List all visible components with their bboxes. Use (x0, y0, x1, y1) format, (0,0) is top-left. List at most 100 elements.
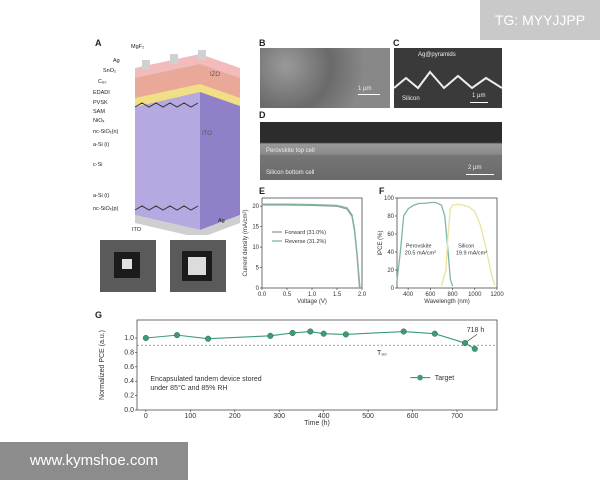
x-tick-label: 0 (144, 413, 148, 420)
x-tick-label: 700 (451, 413, 463, 420)
legend-label: Target (435, 375, 455, 382)
y-tick-label: 10 (252, 245, 259, 251)
series-line (145, 330, 476, 350)
ipce-chart: 400 600 800 1000 1200 0 20 40 60 80 100 Wavelength … (378, 196, 504, 305)
panel-f-letter: F (379, 186, 385, 196)
x-tick-label: 400 (403, 292, 414, 298)
series-line (440, 203, 496, 287)
legend-label: Forward (31.0%) (285, 230, 326, 236)
device-photo-front (100, 240, 156, 292)
data-point (205, 335, 212, 342)
tandem-stack-diagram: IZO ITO (134, 50, 240, 235)
data-point (320, 330, 327, 337)
y-tick-label: 40 (387, 250, 394, 256)
izo-label: IZO (210, 72, 220, 78)
y-tick-label: 20 (387, 268, 394, 274)
label-perovskite-top-cell: Perovskite top cell (266, 148, 315, 154)
annotation: 20.5 mA/cm² (405, 251, 436, 257)
x-tick-label: 0.0 (258, 292, 267, 298)
data-point (307, 328, 314, 335)
watermark-bottom: www.kymshoe.com (0, 442, 188, 480)
jv-curve-chart: 0.0 0.5 1.0 1.5 2.0 0 5 10 15 20 Voltage (V) Curren… (243, 197, 367, 305)
x-tick-label: 1.0 (308, 292, 317, 298)
panel-g-letter: G (95, 310, 103, 320)
y-tick-label: 0.8 (124, 349, 134, 356)
layer-label: NiOₓ (93, 118, 105, 124)
x-tick-label: 100 (184, 413, 196, 420)
panel-d-letter: D (259, 110, 266, 120)
data-point (142, 334, 149, 342)
data-point (289, 329, 296, 337)
y-tick-label: 0 (391, 286, 395, 292)
y-tick-label: 0.6 (124, 364, 134, 371)
plot-frame (136, 319, 498, 411)
layer-label: EDADI (93, 90, 110, 96)
ag-finger (198, 50, 206, 60)
y-tick-label: 0.2 (124, 393, 134, 400)
ito-mid-label: ITO (202, 131, 212, 137)
layer-label: SAM (93, 109, 105, 115)
y-tick-label: 1.0 (124, 335, 134, 342)
y-axis-label: Current density (mA/cm²) (243, 209, 249, 276)
layer-label: nc-SiOₓ(p) (93, 206, 119, 212)
annotation: Silicon (458, 244, 474, 250)
layer-label: Ag (113, 58, 120, 64)
layer-label: c-Si (93, 162, 103, 168)
x-axis-label: Wavelength (nm) (424, 299, 469, 305)
layer-label: C₆₀ (98, 79, 107, 85)
csi-side (200, 85, 240, 230)
y-tick-label: 5 (256, 266, 260, 272)
device-photo-back (170, 240, 226, 292)
izo-layer (135, 54, 240, 78)
plot-frame (396, 197, 498, 289)
x-tick-label: 600 (425, 292, 436, 298)
layer-label: MgF₂ (131, 44, 145, 50)
x-axis-label: Voltage (V) (297, 299, 327, 305)
y-axis-label: Normalized PCE (a.u.) (99, 330, 106, 400)
t90-label: T₉₀ (377, 350, 387, 357)
layer-label: PVSK (93, 100, 108, 106)
x-tick-label: 2.0 (358, 292, 367, 298)
x-tick-label: 800 (448, 292, 459, 298)
bottom-ag-layer (135, 215, 240, 235)
data-point (471, 345, 478, 352)
data-point (400, 328, 407, 335)
scale-label: 1 µm (358, 86, 372, 92)
x-tick-label: 1.5 (333, 292, 342, 298)
y-tick-label: 15 (252, 225, 259, 231)
annotation-arrow (466, 334, 478, 342)
label-silicon-bottom-cell: Silicon bottom cell (266, 170, 315, 176)
x-tick-label: 300 (273, 413, 285, 420)
y-tick-label: 0.4 (124, 378, 134, 385)
x-tick-label: 500 (362, 413, 374, 420)
ag-finger (142, 60, 150, 70)
layer-label: ITO (132, 227, 142, 233)
watermark-top: TG: MYYJJPP (480, 0, 600, 40)
layer-label: Ag (218, 218, 225, 224)
y-tick-label: 60 (387, 232, 394, 238)
note-line: under 85°C and 85% RH (150, 384, 227, 392)
sem-cross-section-c: Ag@pyramids Silicon 1 µm (394, 48, 502, 108)
y-tick-label: 0 (256, 286, 260, 292)
label-ag-pyramids: Ag@pyramids (418, 52, 456, 58)
layer-label: nc-SiOₓ(n) (93, 129, 119, 135)
x-tick-label: 0.5 (283, 292, 292, 298)
layer-label: a-Si (i) (93, 193, 110, 199)
data-point (431, 330, 438, 337)
series-line (262, 203, 361, 289)
label-silicon: Silicon (402, 96, 420, 102)
texture-line (134, 102, 199, 108)
scale-label: 1 µm (472, 93, 486, 99)
y-axis-label: IPCE (%) (378, 230, 384, 255)
annotation: 19.9 mA/cm² (456, 251, 487, 257)
x-tick-label: 200 (229, 413, 241, 420)
y-tick-label: 20 (252, 204, 259, 210)
layer-label: a-Si (i) (93, 142, 110, 148)
panel-b-letter: B (259, 38, 266, 48)
y-tick-label: 0.0 (124, 407, 134, 414)
series-line (262, 204, 361, 289)
sem-cross-section-d: Perovskite top cell Silicon bottom cell … (260, 122, 502, 180)
x-tick-label: 600 (407, 413, 419, 420)
layer-label: SnO₂ (103, 68, 117, 74)
x-axis-label: Time (h) (304, 420, 330, 427)
